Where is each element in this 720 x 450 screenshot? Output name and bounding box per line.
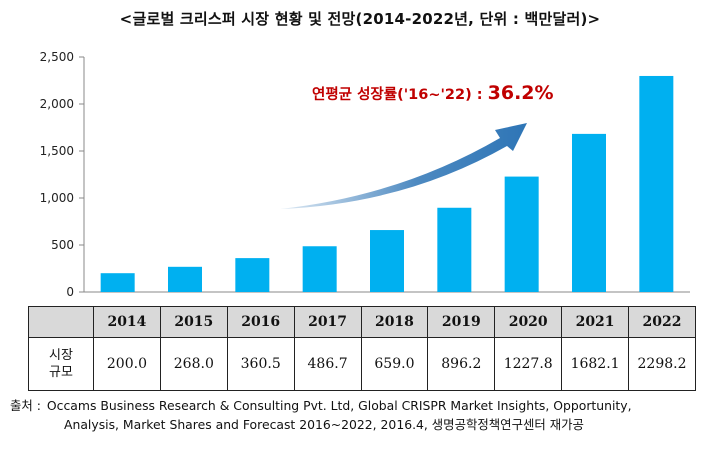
cagr-value: 36.2% (488, 82, 554, 104)
table-row-label: 시장 규모 (28, 337, 94, 391)
table-header-row: 2014 2015 2016 2017 2018 2019 2020 2021 2022 (28, 306, 696, 338)
table-value-cell: 200.0 (93, 337, 161, 391)
table-header-year: 2016 (226, 306, 295, 338)
source-line1: Occams Business Research & Consulting Pv… (46, 398, 632, 413)
bars (100, 75, 674, 292)
source-lead: 출처 : (10, 398, 41, 413)
growth-arrow-icon (280, 123, 527, 209)
table-header-year: 2019 (427, 306, 496, 338)
table-corner-cell (28, 306, 94, 338)
table-values-row: 시장 규모 200.0 268.0 360.5 486.7 659.0 896.2 1227… (28, 337, 696, 391)
y-tick-label: 1,000 (40, 191, 74, 205)
source-note: 출처 : Occams Business Research & Consultin… (10, 396, 714, 434)
table-header-year: 2022 (628, 306, 696, 338)
y-tick-label: 1,500 (40, 144, 74, 158)
cagr-label: 연평균 성장률('16~'22) : (312, 85, 488, 103)
arrow-shape (280, 123, 527, 209)
table-header-year: 2021 (561, 306, 629, 338)
chart-title: <글로벌 크리스퍼 시장 현황 및 전망(2014-2022년, 단위 : 백만… (119, 10, 601, 28)
bar-2020 (504, 176, 539, 292)
table-value-cell: 268.0 (159, 337, 228, 391)
bar-2015 (168, 266, 202, 292)
row-label-line2: 규모 (49, 365, 73, 380)
bar-2014 (100, 273, 135, 292)
bar-2022 (639, 75, 674, 292)
table-header-year: 2018 (360, 306, 429, 338)
bar-2017 (302, 246, 337, 292)
table-value-cell: 1227.8 (494, 337, 563, 391)
row-label-line1: 시장 (49, 348, 73, 363)
y-tick-label: 500 (51, 238, 74, 252)
y-tick-label: 2,500 (40, 50, 74, 64)
cagr-annotation: 연평균 성장률('16~'22) : 36.2% (312, 82, 554, 104)
bar-2018 (370, 230, 404, 292)
table-value-cell: 896.2 (427, 337, 496, 391)
y-tick-label: 2,000 (40, 97, 74, 111)
table-value-cell: 2298.2 (628, 337, 696, 391)
source-line2: Analysis, Market Shares and Forecast 201… (64, 417, 584, 432)
table-header-year: 2017 (293, 306, 362, 338)
table-header-year: 2014 (93, 306, 161, 338)
y-tick-label: 0 (66, 285, 74, 299)
data-table: 2014 2015 2016 2017 2018 2019 2020 2021 2022 시장 … (28, 306, 696, 391)
table-value-cell: 659.0 (360, 337, 429, 391)
bar-chart: 0 500 1,000 1,500 2,000 2,500 연평균 성장률('16~'22… (40, 50, 690, 299)
table-header-year: 2015 (159, 306, 228, 338)
bar-2019 (437, 207, 472, 292)
bar-2016 (235, 258, 270, 292)
table-value-cell: 1682.1 (561, 337, 629, 391)
table-value-cell: 486.7 (293, 337, 362, 391)
bar-2021 (572, 133, 606, 292)
table-header-year: 2020 (494, 306, 563, 338)
table-value-cell: 360.5 (226, 337, 295, 391)
